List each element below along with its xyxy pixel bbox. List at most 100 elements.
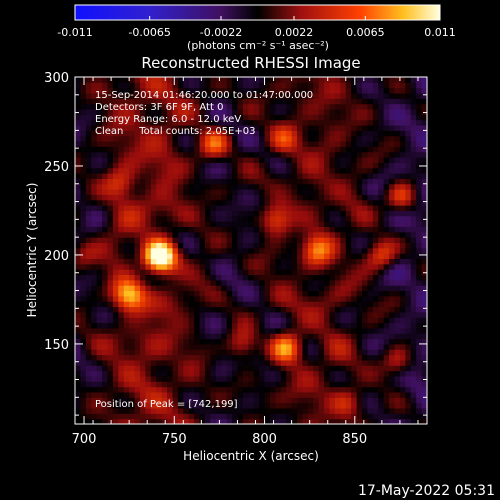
heatmap-cell: [351, 343, 358, 350]
heatmap-cell: [394, 210, 401, 217]
heatmap-cell: [356, 151, 363, 158]
heatmap-cell: [313, 146, 320, 153]
heatmap-cell: [324, 274, 331, 281]
heatmap-cell: [188, 125, 195, 131]
heatmap-cell: [405, 119, 412, 126]
heatmap-cell: [210, 215, 217, 222]
heatmap-cell: [329, 290, 336, 297]
heatmap-cell: [96, 413, 103, 420]
heatmap-cell: [167, 370, 173, 377]
heatmap-cell: [253, 183, 260, 190]
heatmap-cell: [362, 109, 368, 115]
heatmap-cell: [383, 279, 390, 286]
heatmap-cell: [405, 109, 412, 115]
heatmap-cell: [340, 162, 347, 169]
heatmap-cell: [96, 247, 103, 254]
heatmap-cell: [172, 359, 179, 366]
heatmap-cell: [421, 263, 427, 270]
heatmap-cell: [194, 247, 201, 254]
heatmap-cell: [183, 343, 190, 350]
heatmap-cell: [399, 210, 406, 217]
heatmap-cell: [367, 210, 374, 217]
heatmap-cell: [177, 365, 184, 372]
heatmap-cell: [356, 146, 363, 153]
heatmap-cell: [286, 162, 293, 169]
heatmap-cell: [221, 295, 228, 302]
heatmap-cell: [275, 194, 282, 201]
heatmap-cell: [242, 290, 249, 297]
heatmap-cell: [372, 295, 379, 302]
heatmap-cell: [318, 109, 325, 115]
heatmap-cell: [302, 242, 309, 249]
heatmap-cell: [145, 119, 152, 126]
heatmap-cell: [340, 242, 347, 249]
heatmap-cell: [399, 109, 406, 115]
heatmap-cell: [134, 295, 141, 302]
heatmap-cell: [199, 413, 206, 420]
annotation-detectors: Detectors: 3F 6F 9F, Att 0: [95, 102, 223, 113]
heatmap-cell: [259, 375, 266, 382]
heatmap-cell: [232, 210, 238, 217]
heatmap-cell: [264, 221, 271, 227]
heatmap-cell: [399, 418, 406, 424]
heatmap-cell: [215, 237, 222, 243]
heatmap-cell: [215, 279, 222, 286]
heatmap-cell: [183, 274, 190, 281]
heatmap-cell: [118, 375, 125, 382]
heatmap-cell: [112, 125, 119, 131]
heatmap-cell: [345, 93, 352, 99]
heatmap-cell: [275, 151, 282, 158]
heatmap-cell: [362, 338, 368, 345]
heatmap-cell: [286, 370, 293, 377]
heatmap-cell: [329, 253, 336, 260]
heatmap-cell: [307, 109, 314, 115]
heatmap-cell: [340, 269, 347, 276]
heatmap-cell: [107, 98, 114, 105]
heatmap-cell: [161, 258, 168, 265]
heatmap-cell: [80, 258, 87, 265]
heatmap-cell: [215, 183, 222, 190]
heatmap-cell: [215, 397, 222, 404]
heatmap-cell: [167, 402, 173, 409]
heatmap-cell: [129, 418, 136, 424]
heatmap-cell: [194, 237, 201, 243]
heatmap-cell: [134, 205, 141, 211]
heatmap-cell: [324, 242, 331, 249]
heatmap-cell: [226, 119, 233, 126]
heatmap-cell: [150, 231, 157, 238]
heatmap-cell: [167, 98, 173, 105]
heatmap-cell: [194, 285, 201, 292]
heatmap-cell: [210, 258, 217, 265]
heatmap-cell: [167, 87, 173, 94]
heatmap-cell: [129, 354, 136, 361]
heatmap-cell: [313, 279, 320, 286]
heatmap-cell: [313, 119, 320, 126]
heatmap-cell: [264, 114, 271, 121]
heatmap-cell: [383, 370, 390, 377]
heatmap-cell: [253, 114, 260, 121]
heatmap-cell: [167, 397, 173, 404]
heatmap-cell: [123, 135, 130, 142]
heatmap-cell: [302, 162, 309, 169]
heatmap-cell: [291, 135, 298, 142]
heatmap-cell: [372, 103, 379, 110]
heatmap-cell: [389, 87, 396, 94]
heatmap-cell: [134, 199, 141, 206]
heatmap-cell: [378, 317, 385, 324]
heatmap-cell: [172, 333, 179, 340]
heatmap-cell: [167, 333, 173, 340]
heatmap-cell: [275, 146, 282, 153]
heatmap-cell: [416, 279, 423, 286]
heatmap-cell: [416, 306, 423, 313]
heatmap-cell: [112, 391, 119, 398]
heatmap-cell: [161, 274, 168, 281]
heatmap-cell: [161, 130, 168, 137]
heatmap-cell: [329, 349, 336, 356]
heatmap-cell: [248, 231, 255, 238]
heatmap-cell: [286, 119, 293, 126]
heatmap-cell: [232, 306, 238, 313]
heatmap-cell: [324, 167, 331, 174]
heatmap-cell: [297, 205, 303, 211]
heatmap-cell: [85, 226, 92, 233]
heatmap-cell: [372, 194, 379, 201]
